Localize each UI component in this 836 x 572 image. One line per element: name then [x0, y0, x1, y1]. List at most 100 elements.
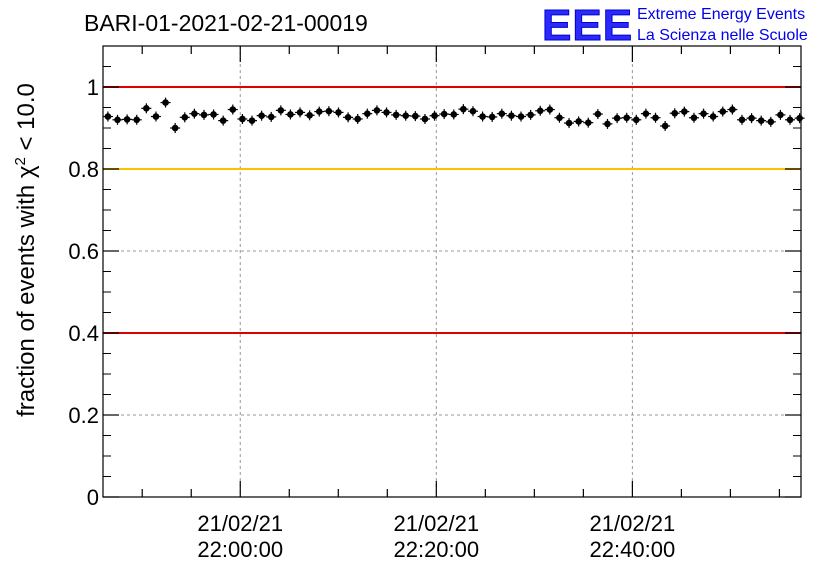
- data-marker: [517, 113, 525, 120]
- data-point: [102, 111, 113, 122]
- data-marker: [584, 119, 592, 126]
- data-point: [218, 115, 229, 126]
- data-point: [400, 110, 411, 121]
- data-marker: [363, 110, 371, 117]
- data-point: [583, 117, 594, 128]
- data-marker: [469, 107, 477, 115]
- data-point: [179, 112, 190, 123]
- data-marker: [239, 115, 246, 123]
- data-point: [131, 114, 142, 125]
- data-marker: [575, 118, 582, 125]
- data-marker: [383, 109, 390, 116]
- data-point: [419, 113, 430, 124]
- data-marker: [354, 115, 361, 123]
- data-point: [448, 109, 459, 120]
- data-point: [727, 104, 738, 115]
- data-marker: [767, 118, 775, 126]
- data-point: [736, 114, 747, 125]
- data-point: [362, 108, 373, 119]
- data-point: [285, 109, 296, 120]
- data-point: [794, 113, 805, 124]
- data-marker: [488, 113, 496, 121]
- data-marker: [633, 116, 640, 124]
- data-point: [381, 107, 392, 118]
- data-point: [314, 106, 325, 117]
- data-marker: [114, 116, 121, 124]
- data-point: [765, 116, 776, 127]
- data-marker: [219, 117, 227, 124]
- data-point: [621, 112, 632, 123]
- data-marker: [729, 106, 736, 113]
- data-marker: [748, 114, 755, 122]
- data-marker: [796, 114, 803, 122]
- data-marker: [709, 113, 717, 120]
- data-marker: [604, 120, 611, 128]
- data-point: [535, 105, 546, 116]
- data-point: [189, 108, 200, 119]
- data-marker: [498, 110, 506, 117]
- data-marker: [556, 114, 563, 122]
- data-point: [516, 111, 527, 122]
- y-tick-label: 0.6: [68, 239, 99, 264]
- data-marker: [623, 114, 630, 122]
- data-point: [564, 118, 575, 129]
- data-marker: [738, 116, 746, 124]
- data-point: [170, 123, 181, 133]
- data-marker: [315, 108, 323, 115]
- data-marker: [210, 111, 217, 118]
- data-point: [352, 113, 363, 124]
- eee-logo-line1: Extreme Energy Events: [637, 6, 805, 23]
- tick-labels: 00.20.40.60.8121/02/2122:00:0021/02/2122…: [68, 75, 675, 562]
- data-point: [756, 115, 767, 126]
- data-points: [102, 97, 805, 133]
- y-tick-label: 0: [87, 485, 99, 510]
- x-tick-label-date: 21/02/21: [197, 511, 283, 536]
- reference-lines: [103, 86, 801, 334]
- data-point: [141, 103, 152, 114]
- data-point: [631, 114, 642, 125]
- data-marker: [248, 117, 256, 124]
- data-point: [333, 107, 344, 118]
- data-marker: [527, 111, 534, 119]
- data-point: [458, 104, 469, 115]
- data-marker: [757, 117, 765, 124]
- chart-title: BARI-01-2021-02-21-00019: [84, 10, 368, 36]
- data-marker: [671, 109, 679, 117]
- eee-logo: EEE Extreme Energy Events La Scienza nel…: [542, 1, 808, 51]
- data-marker: [296, 109, 304, 116]
- y-tick-label: 0.2: [68, 403, 99, 428]
- data-point: [640, 108, 651, 119]
- data-point: [679, 106, 690, 117]
- data-marker: [690, 114, 698, 122]
- data-marker: [325, 107, 333, 115]
- data-point: [467, 106, 478, 117]
- x-tick-label-time: 22:20:00: [393, 537, 479, 562]
- eee-logo-line2: La Scienza nelle Scuole: [637, 27, 808, 44]
- data-marker: [123, 116, 131, 123]
- data-marker: [152, 113, 160, 120]
- data-marker: [104, 113, 112, 120]
- data-point: [198, 109, 209, 120]
- data-marker: [594, 110, 602, 118]
- data-point: [410, 111, 421, 122]
- data-marker: [392, 111, 400, 119]
- data-marker: [171, 124, 179, 132]
- data-marker: [191, 110, 198, 117]
- data-point: [227, 104, 238, 115]
- data-marker: [200, 111, 208, 119]
- data-point: [496, 108, 507, 119]
- y-axis-label-text: fraction of events with: [13, 178, 40, 417]
- data-marker: [777, 111, 784, 119]
- axis-ticks: [103, 46, 801, 498]
- y-axis-label-sup: 2: [12, 157, 29, 165]
- data-marker: [460, 105, 467, 113]
- data-point: [602, 118, 613, 129]
- data-marker: [133, 116, 141, 124]
- data-point: [477, 111, 488, 122]
- data-marker: [412, 112, 419, 120]
- data-marker: [431, 112, 438, 119]
- data-marker: [652, 114, 659, 122]
- data-marker: [661, 122, 669, 130]
- data-marker: [162, 99, 169, 106]
